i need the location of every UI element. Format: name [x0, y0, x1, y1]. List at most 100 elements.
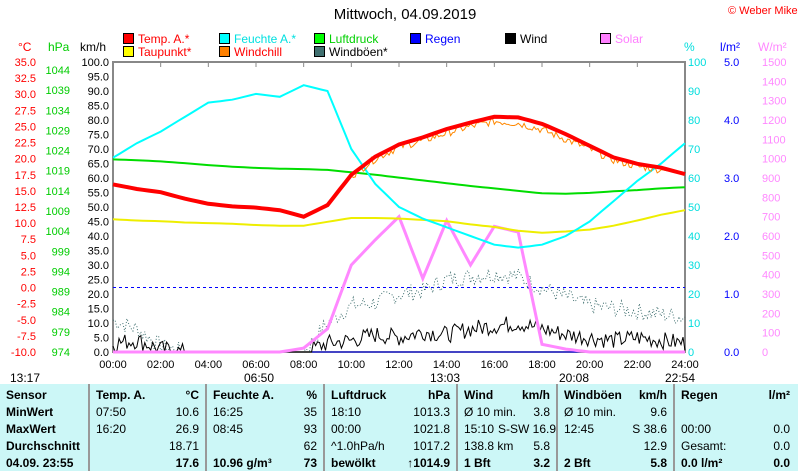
table-cell-label: Regen — [681, 388, 718, 402]
table-divider — [88, 384, 90, 471]
y-tick-kmh: 5.0 — [94, 333, 109, 345]
table-cell-label: 07:50 — [96, 405, 127, 419]
y-tick-hpa: 1014 — [46, 186, 70, 198]
table-cell-value: 5.8 — [650, 456, 667, 470]
y-tick-celsius: 25.0 — [15, 121, 36, 133]
legend-label: Temp. A.* — [138, 32, 190, 46]
table-cell-label: Ø 10 min. — [464, 405, 517, 419]
series-line-taupunkt — [112, 209, 686, 234]
table-cell-label: 2 Bft — [564, 456, 591, 470]
table-cell-value: S 38.6 — [632, 422, 667, 436]
y-tick-hpa: 1034 — [46, 105, 70, 117]
y-tick-kmh: 90.0 — [88, 86, 109, 98]
table-cell-label: MinWert — [6, 405, 54, 419]
y-tick-kmh: 35.0 — [88, 246, 109, 258]
table-cell-label: Temp. A. — [96, 388, 146, 402]
x-tick-label: 06:00 — [242, 359, 270, 371]
unit-hpa: hPa — [48, 40, 70, 54]
y-tick-percent: 70 — [688, 144, 700, 156]
legend-swatch — [505, 33, 516, 44]
series-line-feuchte-a- — [112, 84, 686, 249]
y-tick-kmh: 85.0 — [88, 101, 109, 113]
y-tick-celsius: 17.5 — [15, 170, 36, 182]
table-cell-label: Wind — [464, 388, 494, 402]
y-tick-celsius: 5.0 — [21, 250, 36, 262]
y-tick-celsius: 32.5 — [15, 73, 36, 85]
y-tick-wm2: 600 — [762, 231, 780, 243]
y-tick-hpa: 994 — [52, 266, 70, 278]
y-tick-percent: 10 — [688, 318, 700, 330]
legend-swatch — [314, 46, 325, 57]
y-tick-celsius: 12.5 — [15, 202, 36, 214]
x-tick-label: 12:00 — [385, 359, 413, 371]
y-tick-lm2: 4.0 — [724, 115, 739, 127]
y-tick-percent: 50 — [688, 202, 700, 214]
table-cell-value: 1017.2 — [413, 439, 450, 453]
y-tick-wm2: 1200 — [762, 115, 786, 127]
legend-label: Taupunkt* — [138, 45, 192, 59]
y-tick-hpa: 989 — [52, 287, 70, 299]
legend-swatch — [219, 46, 230, 57]
y-tick-percent: 0 — [688, 347, 694, 359]
y-tick-kmh: 45.0 — [88, 217, 109, 229]
y-tick-kmh: 70.0 — [88, 144, 109, 156]
legend-label: Feuchte A.* — [234, 32, 297, 46]
y-tick-kmh: 75.0 — [88, 130, 109, 142]
y-tick-wm2: 100 — [762, 328, 780, 340]
legend-swatch — [600, 33, 611, 44]
table-cell-value: 10.6 — [175, 405, 199, 419]
x-tick-label: 16:00 — [481, 359, 509, 371]
y-tick-hpa: 1044 — [46, 65, 70, 77]
legend-swatch — [219, 33, 230, 44]
series-line-wind — [112, 316, 686, 354]
table-cell-label: 0.0 l/m² — [681, 456, 723, 470]
y-tick-celsius: -10.0 — [11, 347, 36, 359]
table-cell-label: 15:10 — [464, 422, 495, 436]
y-tick-celsius: 2.5 — [21, 266, 36, 278]
y-tick-hpa: 1039 — [46, 85, 70, 97]
y-tick-kmh: 95.0 — [88, 72, 109, 84]
series-line-luftdruck — [112, 158, 686, 195]
y-tick-kmh: 15.0 — [88, 304, 109, 316]
y-tick-wm2: 500 — [762, 250, 780, 262]
table-cell-label: Luftdruck — [331, 388, 387, 402]
y-tick-celsius: 30.0 — [15, 89, 36, 101]
unit-wm2: W/m² — [758, 40, 787, 54]
table-cell-label: ^1.0hPa/h — [331, 439, 385, 453]
y-tick-celsius: 7.5 — [21, 234, 36, 246]
sunrise-time: 06:50 — [244, 371, 275, 385]
table-cell-value: 5.8 — [533, 439, 550, 453]
y-tick-hpa: 1019 — [46, 166, 70, 178]
y-tick-percent: 90 — [688, 86, 700, 98]
y-tick-wm2: 200 — [762, 308, 780, 320]
y-tick-kmh: 10.0 — [88, 318, 109, 330]
legend-label: Wind — [520, 32, 548, 46]
table-cell-label: 04.09. 23:55 — [6, 456, 74, 470]
legend-item: Windböen* — [314, 45, 388, 59]
y-tick-wm2: 400 — [762, 270, 780, 282]
legend-label: Luftdruck — [329, 32, 379, 46]
y-tick-kmh: 55.0 — [88, 188, 109, 200]
x-tick-label: 22:00 — [624, 359, 652, 371]
legend-swatch — [123, 33, 134, 44]
table-cell-value: 62 — [303, 439, 317, 453]
table-cell-value: km/h — [521, 388, 550, 402]
y-tick-percent: 30 — [688, 260, 700, 272]
table-cell-value: hPa — [427, 388, 450, 402]
x-tick-label: 14:00 — [433, 359, 461, 371]
table-cell-value: % — [306, 388, 317, 402]
y-tick-celsius: 15.0 — [15, 186, 36, 198]
table-divider — [456, 384, 458, 471]
y-tick-hpa: 1004 — [46, 226, 70, 238]
table-cell-label: 08:45 — [213, 422, 244, 436]
y-tick-celsius: 20.0 — [15, 154, 36, 166]
y-tick-kmh: 0.0 — [94, 347, 109, 359]
table-cell-label: 1 Bft — [464, 456, 491, 470]
y-tick-celsius: -5.0 — [17, 315, 36, 327]
table-cell-label: Durchschnitt — [6, 439, 81, 453]
y-tick-celsius: 10.0 — [15, 218, 36, 230]
y-tick-percent: 80 — [688, 115, 700, 127]
series-line-windböen — [112, 267, 686, 354]
y-tick-kmh: 80.0 — [88, 115, 109, 127]
